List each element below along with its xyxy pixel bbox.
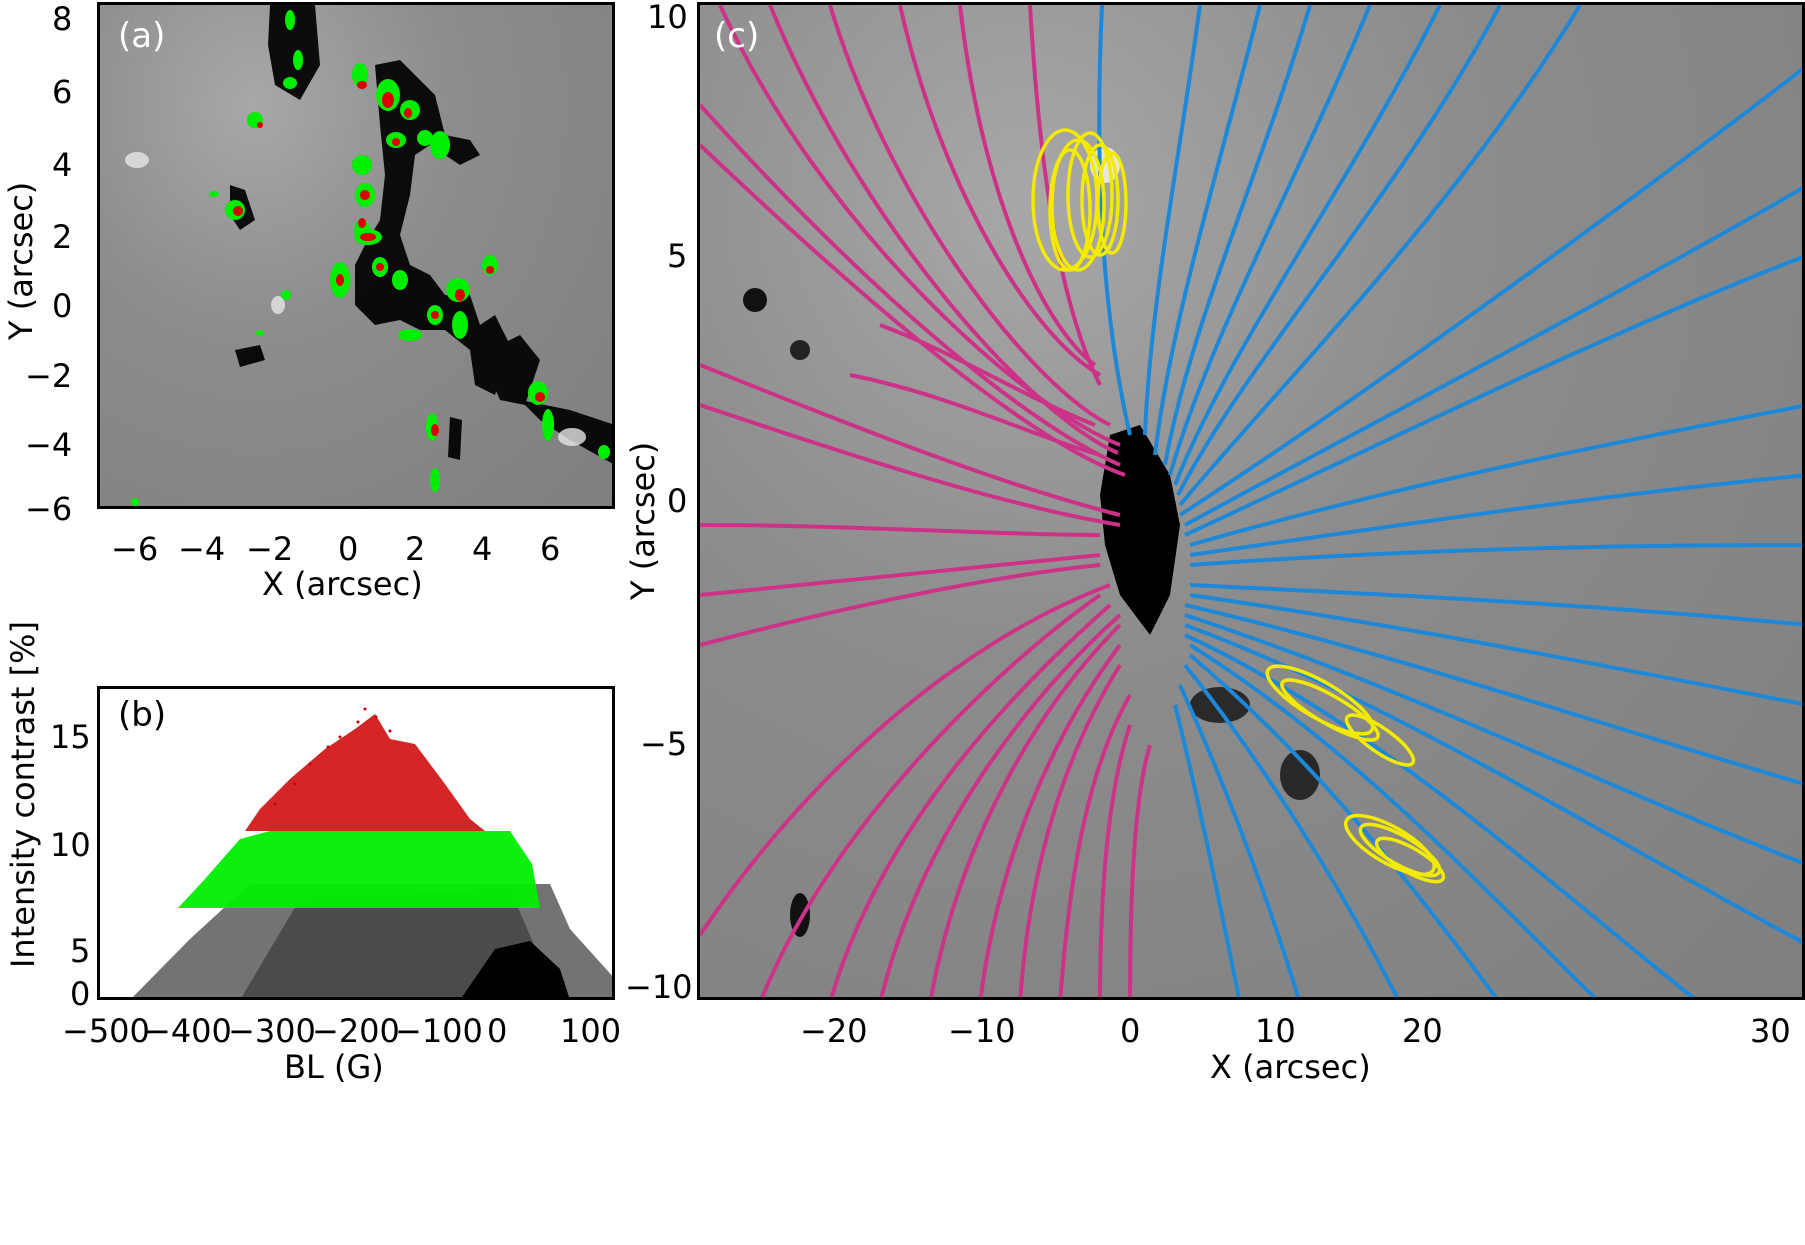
a-ylabel: Y (arcsec)	[2, 181, 40, 340]
c-ytick: 5	[667, 237, 688, 275]
b-xtick: −500	[62, 1012, 150, 1050]
b-ytick: 0	[70, 975, 91, 1013]
panel-b-label: (b)	[118, 695, 167, 735]
a-xtick: 2	[405, 530, 426, 568]
panel-a-image: (a)	[97, 2, 615, 509]
a-ytick: −6	[25, 490, 73, 528]
a-ytick: 0	[52, 287, 73, 325]
a-xlabel: X (arcsec)	[262, 565, 423, 603]
b-xtick: −300	[228, 1012, 316, 1050]
a-xtick: −6	[111, 530, 159, 568]
b-ytick: 15	[50, 718, 91, 756]
a-ytick: 4	[52, 146, 73, 184]
a-xtick: 0	[338, 530, 359, 568]
b-xtick: 0	[487, 1012, 508, 1050]
panel-a-features: (a)	[118, 5, 612, 506]
a-ytick: 8	[52, 0, 73, 38]
a-xtick: 4	[472, 530, 493, 568]
b-xtick: −400	[144, 1012, 232, 1050]
b-xtick: −100	[395, 1012, 483, 1050]
a-ytick: −4	[25, 426, 73, 464]
c-ylabel: Y (arcsec)	[624, 441, 662, 600]
panel-c-field-lines: (c)	[700, 5, 1802, 997]
a-xtick: 6	[540, 530, 561, 568]
b-ylabel: Intensity contrast [%]	[4, 621, 42, 968]
c-ytick: 10	[647, 0, 688, 36]
c-ytick: −5	[640, 725, 688, 763]
b-ytick: 10	[50, 826, 91, 864]
panel-c-image: (c)	[697, 2, 1805, 1000]
c-xtick: 0	[1120, 1012, 1141, 1050]
a-xtick: −2	[246, 530, 294, 568]
c-ytick: −10	[625, 968, 693, 1006]
panel-c-label: (c)	[714, 16, 759, 56]
b-xtick: 100	[560, 1012, 622, 1050]
panel-a-label: (a)	[118, 16, 165, 56]
c-ytick: 0	[667, 482, 688, 520]
c-xtick: −20	[800, 1012, 868, 1050]
panel-b-plot: (b)	[97, 686, 615, 1000]
c-xtick: 20	[1402, 1012, 1443, 1050]
c-xtick: 10	[1255, 1012, 1296, 1050]
a-ytick: 6	[52, 73, 73, 111]
a-ytick: −2	[25, 357, 73, 395]
c-xtick: 30	[1750, 1012, 1791, 1050]
b-ytick: 5	[70, 932, 91, 970]
b-xtick: −200	[312, 1012, 400, 1050]
c-xtick: −10	[948, 1012, 1016, 1050]
b-xlabel: BL (G)	[284, 1048, 384, 1086]
a-ytick: 2	[52, 218, 73, 256]
a-xtick: −4	[178, 530, 226, 568]
panel-b-scatter	[132, 707, 612, 997]
c-xlabel: X (arcsec)	[1210, 1048, 1371, 1086]
